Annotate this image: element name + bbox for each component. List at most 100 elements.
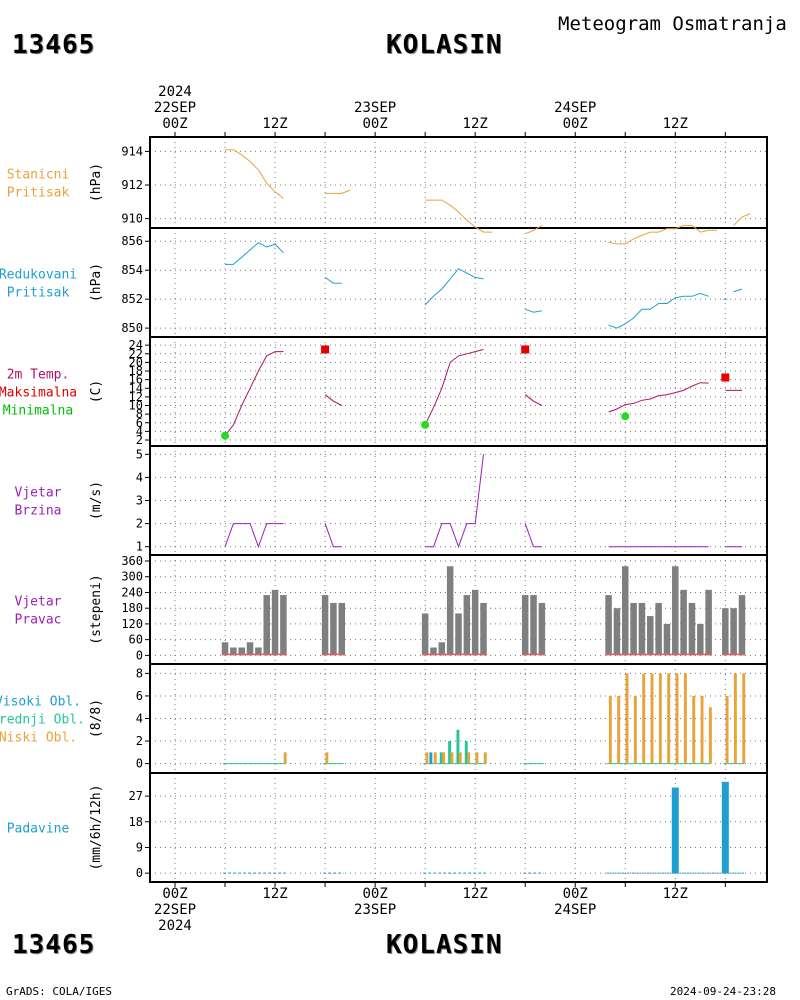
wind-direction-bar [613,608,621,656]
wind-direction-bar [647,616,654,656]
unit-label-precip: (mm/6h/12h) [89,784,104,870]
y-tick-label: 2 [136,734,143,748]
tmax-marker [521,345,530,354]
panel-label-temperature: Maksimalna [0,386,77,401]
cloud-bar-low [708,707,712,764]
y-tick-label: 27 [129,789,143,803]
wind-speed-series-line [425,454,484,549]
cloud-bar-low [633,695,637,764]
x-tick-label-bottom: 00Z [563,886,588,902]
panel-frame-windspeed [149,445,768,556]
cloud-bar-low [467,752,471,764]
wind-direction-bar [622,566,629,656]
panel-label-redpressure: Pritisak [7,286,70,301]
wind-direction-bar [688,602,696,656]
wind-direction-bar [263,595,270,656]
x-tick-label-bottom: 12Z [663,886,688,902]
x-tick-label-top: 12Z [663,116,688,132]
x-tick-label-top: 00Z [362,116,387,132]
temperature-series-line [608,382,709,413]
temperature-series-line [424,349,484,426]
cloud-bar-low [450,752,454,764]
date-label-bottom: 24SEP [554,902,596,918]
unit-label-temperature: (C) [89,380,104,403]
reduced-pressure-series-line [525,308,542,313]
x-tick-label-bottom: 00Z [162,886,187,902]
y-tick-label: 18 [129,815,143,829]
y-tick-label: 0 [136,866,143,880]
station-id-bottom: 13465 [12,930,96,960]
generation-timestamp: 2024-09-24-23:28 [670,985,776,998]
wind-direction-bar [446,566,454,656]
grads-credit: GrADS: COLA/IGES [6,985,112,998]
panel-label-temperature: 2m Temp. [7,368,70,383]
cloud-bar-low [675,673,679,764]
wind-direction-bar [630,602,637,656]
pressure-series-line [225,149,284,199]
pressure-series-line [425,199,492,233]
reduced-pressure-series-line [225,242,284,265]
panel-label-temperature: Minimalna [3,404,73,419]
precip-bar [721,781,729,874]
wind-direction-bar [421,613,429,656]
wind-direction-bar [321,595,329,656]
wind-direction-bar [680,589,687,656]
wind-direction-bar [730,608,737,656]
wind-direction-bar [271,589,279,656]
wind-speed-series-line [224,523,284,549]
panel-label-winddir: Pravac [15,613,62,628]
cloud-bar-low [433,752,437,764]
date-label-bottom: 22SEP [154,902,196,918]
cloud-bar-low [425,752,429,764]
panel-label-clouds: Niski Obl. [0,731,77,746]
wind-direction-bar [471,589,479,656]
temperature-series-line [324,394,343,406]
reduced-pressure-series-line [608,292,709,329]
tmax-marker [721,373,730,382]
station-id-top: 13465 [12,30,96,60]
cloud-bar-low [650,673,654,764]
cloud-bar-mid [464,741,468,764]
wind-direction-bar [538,602,546,656]
y-tick-label: 14 [129,381,143,395]
cloud-bar-low [683,673,687,764]
cloud-bar-low [442,752,446,764]
y-tick-label: 910 [121,212,143,226]
date-label-top: 23SEP [354,100,396,116]
cloud-bar-low [667,673,671,764]
tmin-marker [421,420,430,429]
cloud-bar-low [475,752,479,764]
unit-label-clouds: (8/8) [89,699,104,738]
cloud-bar-low [325,752,329,764]
unit-label-windspeed: (m/s) [89,481,104,520]
meteogram-subtitle: Meteogram Osmatranja [558,13,787,35]
y-tick-label: 18 [129,364,143,378]
x-tick-label-top: 00Z [563,116,588,132]
cloud-bar-high [429,752,433,764]
y-tick-label: 6 [136,689,143,703]
unit-label-pressure: (hPa) [89,163,104,202]
x-tick-label-top: 12Z [262,116,287,132]
pressure-series-line [608,224,717,245]
wind-direction-bar [455,613,462,656]
wind-direction-bar [230,647,237,656]
wind-direction-bar [738,595,746,656]
reduced-pressure-series-line [733,288,743,293]
date-label-bottom: 23SEP [354,902,396,918]
station-name-top: KOLASIN [386,30,503,60]
panel-label-clouds: Srednji Obl. [0,713,85,728]
wind-direction-bar [638,602,646,656]
cloud-bar-low [625,673,629,764]
precip-bar [671,787,679,874]
panel-label-windspeed: Vjetar [15,486,62,501]
cloud-bar-mid [448,741,452,764]
panel-label-winddir: Vjetar [15,595,62,610]
y-tick-label: 3 [136,494,143,508]
unit-label-redpressure: (hPa) [89,263,104,302]
panel-label-redpressure: Redukovani [0,268,77,283]
y-tick-label: 9 [136,840,143,854]
y-tick-label: 20 [129,355,143,369]
cloud-bar-low [608,695,612,764]
pressure-series-line [325,189,351,194]
cloud-bar-low [658,673,662,764]
